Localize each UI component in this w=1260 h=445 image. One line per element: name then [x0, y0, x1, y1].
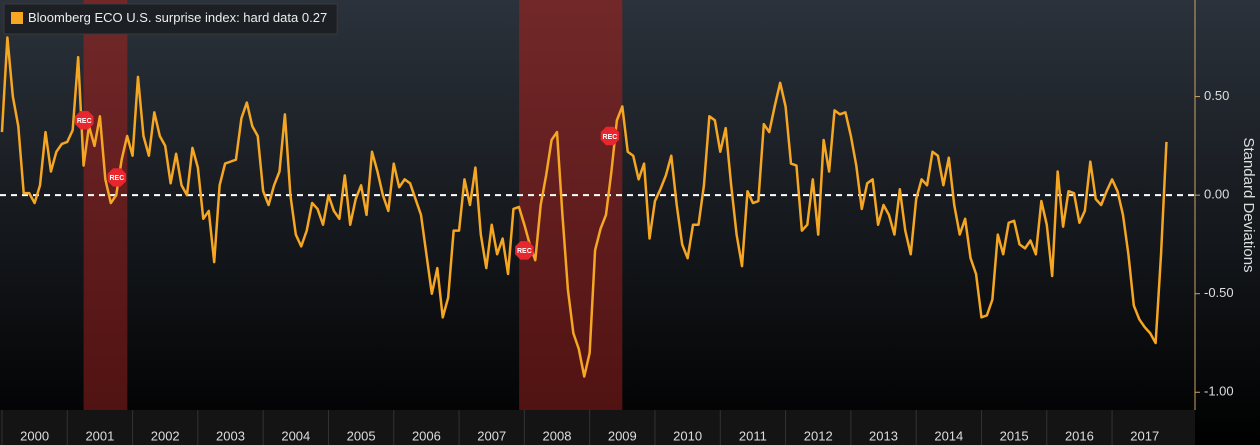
- y-axis-label: Standard Deviations: [1240, 137, 1257, 272]
- x-tick-label: 2000: [20, 428, 49, 443]
- annotation-marker: [107, 168, 127, 187]
- x-tick-label: 2001: [85, 428, 114, 443]
- x-tick-label: 2014: [934, 428, 963, 443]
- x-tick-label: 2004: [281, 428, 310, 443]
- legend-box: [3, 3, 338, 35]
- legend-name: Bloomberg ECO U.S. surprise index: hard …: [28, 10, 299, 25]
- series-line: [0, 36, 1168, 378]
- x-tick-label: 2005: [347, 428, 376, 443]
- y-tick-label: 0.50: [1204, 88, 1229, 103]
- x-tick-label: 2008: [543, 428, 572, 443]
- x-tick-label: 2006: [412, 428, 441, 443]
- recession-band: [519, 0, 623, 410]
- y-tick-label: -0.50: [1204, 285, 1234, 300]
- recession-band: [83, 0, 128, 410]
- x-axis-band: [0, 410, 1195, 445]
- y-tick-label: 0.00: [1204, 187, 1229, 202]
- x-tick-label: 2016: [1065, 428, 1094, 443]
- x-tick-label: 2015: [1000, 428, 1029, 443]
- x-tick-label: 2010: [673, 428, 702, 443]
- annotation-text: REC: [77, 118, 92, 125]
- legend-swatch: [11, 12, 23, 24]
- annotation-text: REC: [603, 134, 618, 141]
- x-tick-label: 2012: [804, 428, 833, 443]
- x-tick-label: 2003: [216, 428, 245, 443]
- x-tick-label: 2002: [151, 428, 180, 443]
- legend-label: Bloomberg ECO U.S. surprise index: hard …: [28, 10, 327, 25]
- annotation-text: REC: [517, 248, 532, 255]
- x-tick-label: 2009: [608, 428, 637, 443]
- x-tick-label: 2007: [477, 428, 506, 443]
- legend-last-value: 0.27: [302, 10, 327, 25]
- y-tick-label: -1.00: [1204, 384, 1234, 399]
- annotation-marker: [600, 126, 620, 146]
- x-tick-label: 2013: [869, 428, 898, 443]
- x-tick-label: 2011: [739, 428, 767, 443]
- annotation-marker: [75, 111, 94, 130]
- x-tick-label: 2017: [1130, 428, 1159, 443]
- legend: Bloomberg ECO U.S. surprise index: hard …: [3, 3, 338, 35]
- annotation-text: REC: [109, 175, 124, 182]
- annotation-marker: [515, 241, 534, 260]
